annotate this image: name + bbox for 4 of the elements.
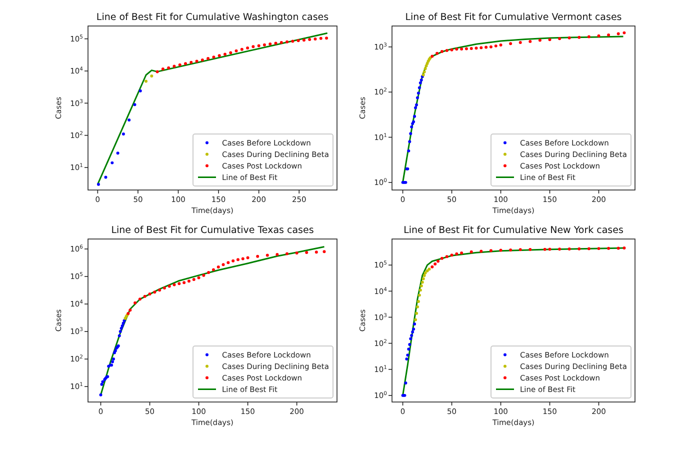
chart-title: Line of Best Fit for Cumulative New York cases bbox=[404, 225, 624, 236]
chart-title: Line of Best Fit for Cumulative Vermont cases bbox=[405, 12, 622, 23]
chart-title: Line of Best Fit for Cumulative Washington cases bbox=[96, 12, 329, 23]
chart-title: Line of Best Fit for Cumulative Texas cases bbox=[111, 225, 314, 236]
